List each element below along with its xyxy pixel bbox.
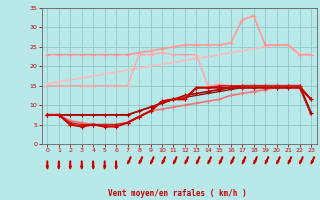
Text: Vent moyen/en rafales ( km/h ): Vent moyen/en rafales ( km/h ) [108,189,247,198]
